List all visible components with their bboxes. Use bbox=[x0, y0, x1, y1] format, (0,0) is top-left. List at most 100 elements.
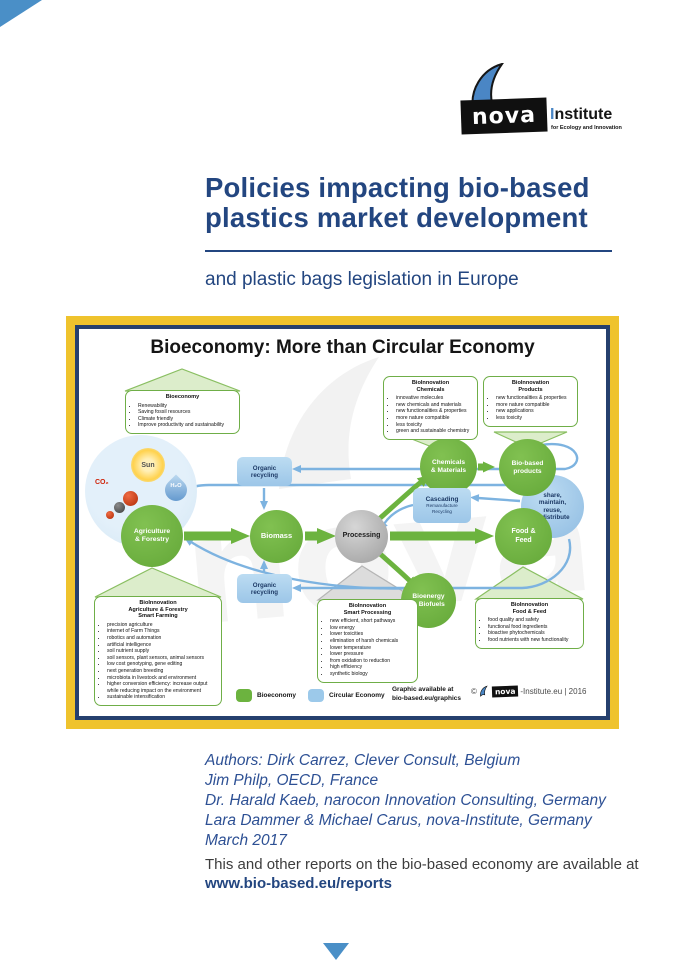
institute-initial: I bbox=[550, 106, 555, 123]
water-droplet-icon: H₂O bbox=[160, 474, 192, 506]
text-line: new efficient, short pathways bbox=[330, 618, 413, 625]
roof-bioeconomy bbox=[124, 368, 241, 392]
copyright-line: © nova -Institute.eu | 2016 bbox=[471, 685, 586, 698]
legend-bioeconomy-swatch bbox=[236, 689, 252, 702]
text-line: high efficiency bbox=[330, 664, 413, 671]
text-line: internet of Farm Things bbox=[107, 628, 217, 635]
text-line: lower pressure bbox=[330, 651, 413, 658]
text-line: lower temperature bbox=[330, 645, 413, 652]
green-arrow-processing-to-chemicals bbox=[376, 475, 430, 522]
text-line: Feed bbox=[515, 536, 532, 544]
node-chemicals-materials: Chemicals & Materials bbox=[420, 438, 477, 495]
text-line: green and sustainable chemistry bbox=[396, 428, 473, 435]
co2-molecule-icon bbox=[114, 502, 125, 513]
h2o-label: H₂O bbox=[170, 483, 182, 489]
text-line: new functionalities & properties bbox=[496, 395, 573, 402]
text-line: next generation breeding bbox=[107, 668, 217, 675]
corner-accent-triangle-top bbox=[0, 0, 42, 27]
node-biomass: Biomass bbox=[250, 510, 303, 563]
node-biobased-products: Bio-based products bbox=[499, 439, 556, 496]
text-line: Food & bbox=[511, 528, 536, 536]
text-line: Smart Processing bbox=[343, 609, 392, 616]
blue-arrow-products-to-organic-top bbox=[292, 442, 579, 473]
copyright-text: -Institute.eu | 2016 bbox=[520, 687, 587, 696]
logo-institute-label: Institute bbox=[550, 106, 612, 124]
text-line: innovative molecules bbox=[396, 395, 473, 402]
text-line: Saving fossil resources bbox=[138, 409, 235, 416]
text-line: recycling bbox=[250, 471, 279, 479]
roof-food-feed bbox=[474, 566, 584, 600]
sun-icon: Sun bbox=[131, 448, 165, 482]
text-line: redistribute bbox=[535, 513, 570, 521]
nova-institute-logo: nova Institute for Ecology and Innovatio… bbox=[458, 57, 633, 141]
text-line: Improve productivity and sustainability bbox=[138, 422, 235, 429]
text-line: robotics and automation bbox=[107, 635, 217, 642]
text-line: from oxidation to reduction bbox=[330, 658, 413, 665]
text-line: BioInnovation bbox=[411, 380, 450, 386]
text-line: soil nutrient supply bbox=[107, 648, 217, 655]
text-line: Chemicals bbox=[432, 458, 465, 466]
text-line: more nature compatible bbox=[396, 415, 473, 422]
diagram-frame: nova Bioeconomy: More than Circular Econ… bbox=[66, 316, 619, 729]
co2-label: CO₂ bbox=[95, 479, 109, 486]
footer-reports-link[interactable]: www.bio-based.eu/reports bbox=[205, 875, 392, 892]
text-line: lower toxicities bbox=[330, 631, 413, 638]
text-line: recycling bbox=[250, 588, 279, 596]
text-line: microbiota in livestock and environment bbox=[107, 675, 217, 682]
bioeconomy-box: Bioeconomy RenewabilitySaving fossil res… bbox=[125, 390, 240, 435]
institute-rest: nstitute bbox=[554, 106, 613, 123]
text-line: low energy bbox=[330, 625, 413, 632]
text-line: March 2017 bbox=[205, 832, 287, 849]
text-line: less toxicity bbox=[496, 415, 573, 422]
watermark-sail bbox=[279, 357, 379, 489]
text-line: higher conversion efficiency: increase o… bbox=[107, 681, 217, 694]
text-line: functional food ingredients bbox=[488, 624, 579, 631]
report-title: Policies impacting bio-based plastics ma… bbox=[205, 173, 590, 233]
text-line: Bio-based bbox=[511, 459, 544, 467]
text-line: precision agriculture bbox=[107, 622, 217, 629]
bioinnovation-smart-farming-box: BioInnovation Agriculture & Forestry Smart… bbox=[94, 596, 222, 707]
report-title-line2: plastics market development bbox=[205, 202, 588, 233]
co2-molecule-icon bbox=[123, 491, 138, 506]
text-line: share, bbox=[543, 491, 562, 499]
authors-block: Authors: Dirk Carrez, Clever Consult, Be… bbox=[205, 751, 606, 851]
cascading-title: Cascading bbox=[425, 496, 459, 504]
text-line: Jim Philp, OECD, France bbox=[205, 772, 379, 789]
green-arrow-processing-to-bioenergy bbox=[376, 550, 418, 589]
blue-arrow-cascading-to-processing bbox=[379, 503, 414, 531]
text-line: BioInnovation bbox=[510, 602, 549, 608]
text-line: soil sensors, plant sensors, animal sens… bbox=[107, 655, 217, 662]
nova-sail-icon-small bbox=[480, 685, 488, 697]
graphic-availability-note: Graphic available at bio-based.eu/graphic… bbox=[392, 685, 461, 703]
text-line: Bioeconomy bbox=[165, 394, 200, 400]
text-line: Agriculture & Forestry bbox=[128, 606, 188, 613]
text-line: & Biofuels bbox=[412, 600, 445, 608]
legend-circular-swatch bbox=[308, 689, 324, 702]
text-line: Bioenergy bbox=[412, 592, 445, 600]
text-line: products bbox=[513, 467, 542, 475]
text-line: Renewability bbox=[138, 403, 235, 410]
text-line: less toxicity bbox=[396, 422, 473, 429]
text-line: reuse, bbox=[543, 506, 562, 514]
text-line: food nutrients with new functionality bbox=[488, 637, 579, 644]
text-line: Recycling bbox=[432, 509, 452, 514]
text-line: Organic bbox=[252, 464, 277, 472]
text-line: food quality and safety bbox=[488, 617, 579, 624]
text-line: maintain, bbox=[538, 499, 567, 507]
diagram-canvas: nova Bioeconomy: More than Circular Econ… bbox=[75, 325, 610, 720]
text-line: Dr. Harald Kaeb, narocon Innovation Cons… bbox=[205, 792, 606, 809]
text-line: BioInnovation bbox=[511, 380, 550, 386]
text-line: Agriculture bbox=[133, 527, 171, 535]
text-line: new chemicals and materials bbox=[396, 402, 473, 409]
co2-molecule-icon bbox=[106, 511, 114, 519]
text-line: Graphic available at bbox=[392, 686, 454, 693]
text-line: Remanufacture bbox=[426, 503, 458, 509]
text-line: Processing bbox=[342, 532, 381, 540]
node-food-feed: Food & Feed bbox=[495, 508, 552, 565]
logo-tagline: for Ecology and Innovation bbox=[551, 125, 622, 131]
text-line: Climate friendly bbox=[138, 416, 235, 423]
blue-arrow-share-to-organic-bottom bbox=[292, 538, 572, 592]
